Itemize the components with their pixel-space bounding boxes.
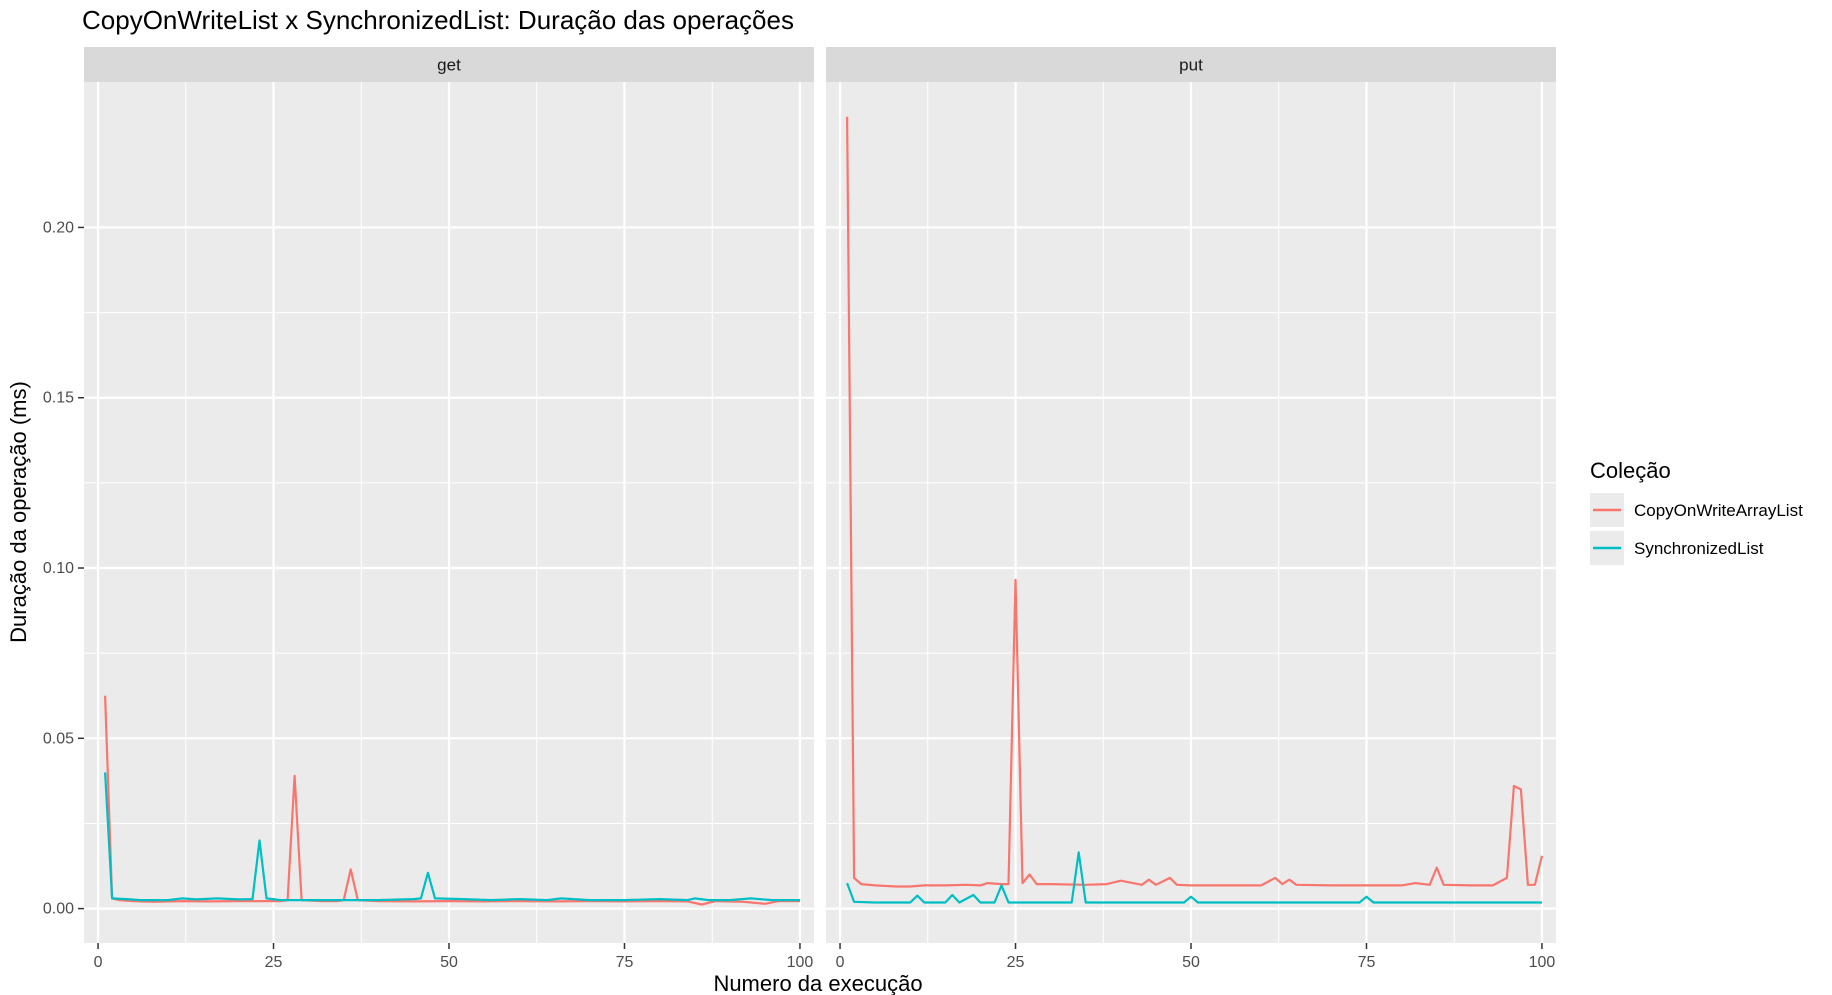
legend-label: CopyOnWriteArrayList bbox=[1634, 501, 1803, 520]
chart-title: CopyOnWriteList x SynchronizedList: Dura… bbox=[82, 5, 794, 35]
y-axis-title: Duração da operação (ms) bbox=[6, 381, 31, 643]
x-axis-title: Numero da execução bbox=[713, 971, 922, 995]
series-line-CopyOnWriteArrayList bbox=[846, 116, 1544, 888]
y-tick-label: 0.15 bbox=[43, 390, 74, 407]
facet-strip bbox=[826, 47, 1556, 82]
panel-put: put 0 25 50 75 100 bbox=[826, 47, 1556, 971]
panel-get: get 0 25 50 75 100 0.00 0.05 0.10 0.15 0.20 bbox=[43, 47, 814, 971]
x-tick-label: 0 bbox=[836, 954, 845, 971]
x-tick-label: 25 bbox=[1007, 954, 1025, 971]
legend-title: Coleção bbox=[1590, 458, 1671, 483]
legend-label: SynchronizedList bbox=[1634, 539, 1764, 558]
x-tick-label: 100 bbox=[1529, 954, 1556, 971]
x-tick-label: 50 bbox=[440, 954, 458, 971]
legend: Coleção CopyOnWriteArrayList Synchronized… bbox=[1590, 458, 1803, 565]
x-tick-label: 100 bbox=[787, 954, 814, 971]
x-tick-label: 0 bbox=[94, 954, 103, 971]
series-line-SynchronizedList bbox=[104, 772, 800, 902]
series-line-CopyOnWriteArrayList bbox=[104, 695, 800, 906]
facet-strip-label: get bbox=[437, 56, 461, 75]
x-tick-label: 50 bbox=[1182, 954, 1200, 971]
facet-strip-label: put bbox=[1179, 56, 1203, 75]
x-tick-label: 25 bbox=[265, 954, 283, 971]
facet-panels: get 0 25 50 75 100 0.00 0.05 0.10 0.15 0.20 put 0 25 5… bbox=[43, 47, 1556, 971]
x-tick-label: 75 bbox=[1358, 954, 1376, 971]
x-tick-label: 75 bbox=[616, 954, 634, 971]
y-tick-label: 0.10 bbox=[43, 560, 74, 577]
y-tick-label: 0.20 bbox=[43, 219, 74, 236]
y-tick-label: 0.00 bbox=[43, 901, 74, 918]
facet-strip bbox=[84, 47, 814, 82]
series-line-SynchronizedList bbox=[846, 851, 1542, 904]
y-tick-label: 0.05 bbox=[43, 730, 74, 747]
